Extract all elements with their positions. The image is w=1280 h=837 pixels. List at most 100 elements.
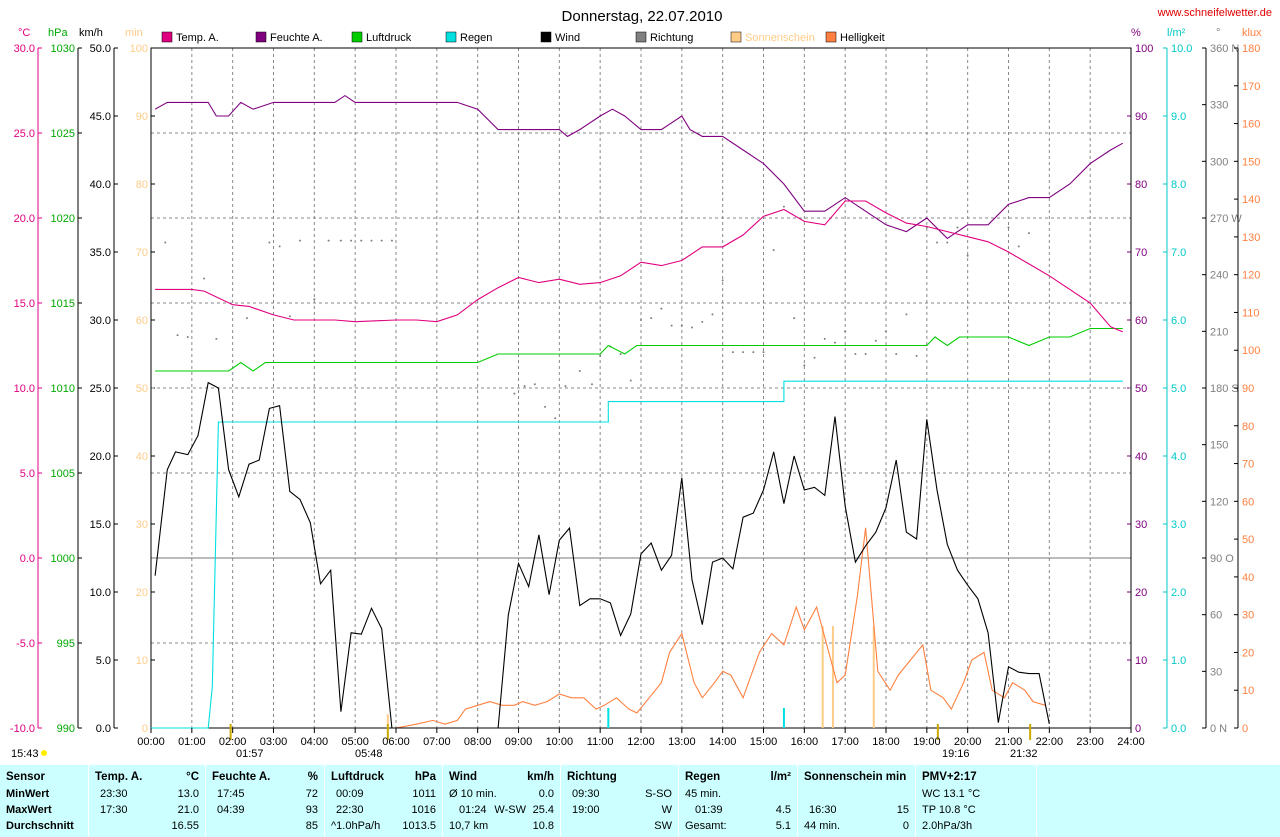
axis-tick-label: 300 [1210, 156, 1228, 168]
rain-duration: 45 min. [685, 788, 722, 800]
axis-tick-label: 9.0 [1171, 111, 1186, 123]
x-tick-label: 12:00 [627, 736, 655, 748]
hum-min-time: 17:45 [217, 788, 245, 800]
line-wind [154, 381, 1050, 729]
point-richtung [164, 241, 167, 244]
legend-label: Helligkeit [840, 32, 885, 44]
legend-swatch [255, 31, 267, 43]
axis-tick-label: 180 [1242, 43, 1260, 55]
axis-tick-label: 80 [136, 179, 148, 191]
rain-max-time: 01:39 [695, 804, 723, 816]
stats-press-header: Luftdruck [331, 771, 385, 783]
stats-max-label: MaxWert [6, 804, 52, 816]
hum-max-time: 04:39 [217, 804, 245, 816]
point-richtung [278, 245, 281, 248]
legend-swatch [730, 31, 742, 43]
stats-press-col: Luftdruck hPa 00:09 1011 22:30 1016 ^1.0hPa… [325, 765, 442, 837]
x-tick-label: 06:00 [382, 736, 410, 748]
axis-tick-label: 210 [1210, 326, 1228, 338]
point-richtung [721, 279, 724, 282]
point-richtung [599, 354, 602, 357]
temp-unit: °C [18, 27, 30, 39]
point-richtung [905, 313, 908, 316]
wind-min-label: Ø 10 min. [449, 788, 497, 800]
legend-label: Luftdruck [366, 32, 412, 44]
axis-tick-label: 150 [1210, 440, 1228, 452]
axis-tick-label: 90 [136, 111, 148, 123]
axis-tick-label: 0.0 [1171, 723, 1186, 735]
stats-pmv-header: PMV+2:17 [922, 771, 977, 783]
x-axis: 00:00 01:00 02:00 03:00 04:00 05:00 06:00 07:00… [137, 728, 1145, 748]
wind-unit: km/h [79, 27, 103, 39]
wind-max-direction: W-SW [494, 804, 526, 816]
point-richtung [380, 239, 383, 242]
axis-tick-label: 40 [1242, 572, 1254, 584]
axis-tick-label: 1005 [51, 468, 75, 480]
axis-tick-label: 30 [1242, 610, 1254, 622]
axis-tick-label: 110 [1242, 307, 1260, 319]
axis-tick-label: 10 [1135, 655, 1147, 667]
axis-tick-label: 5.0 [96, 655, 111, 667]
axis-tick-label: 120 [1210, 496, 1228, 508]
axis-tick-label: 5.0 [20, 468, 35, 480]
x-tick-label: 14:00 [709, 736, 737, 748]
pmv-windchill: WC 13.1 °C [922, 788, 981, 800]
rain-total-label: Gesamt: [685, 820, 727, 832]
axis-tick-label: 990 [57, 723, 75, 735]
point-richtung [544, 405, 547, 408]
chart-legend: Temp. A. Feuchte A. Luftdruck Regen Wind Rich… [161, 31, 885, 44]
axis-tick-label: 6.0 [1171, 315, 1186, 327]
axis-tick-label: 5.0 [1171, 383, 1186, 395]
point-richtung [245, 317, 248, 320]
axis-tick-label: 1010 [51, 383, 75, 395]
wind-min-value: 0.0 [538, 788, 554, 800]
stats-sun-col: Sonnenschein min 16:30 15 44 min. 0 [798, 765, 915, 837]
axis-tick-label: 15.0 [90, 519, 111, 531]
point-richtung [772, 249, 775, 252]
axis-tick-label: 50 [1242, 534, 1254, 546]
x-tick-label: 04:00 [301, 736, 329, 748]
press-max-value: 1016 [411, 804, 436, 816]
x-tick-label: 13:00 [668, 736, 696, 748]
point-richtung [895, 353, 898, 355]
point-richtung [742, 351, 745, 354]
site-link[interactable]: www.schneifelwetter.de [1157, 7, 1272, 19]
axis-tick-label: -5.0 [16, 638, 35, 650]
stats-dir-header: Richtung [567, 771, 617, 783]
wind-avg-value: 10.8 [532, 820, 554, 832]
stats-rain-unit: l/m² [770, 771, 791, 783]
point-richtung [701, 320, 704, 323]
point-richtung [854, 353, 857, 355]
point-richtung [813, 356, 816, 359]
point-richtung [793, 317, 796, 320]
rain-total-value: 5.1 [775, 820, 791, 832]
x-tick-label: 07:00 [423, 736, 451, 748]
temp-min-value: 13.0 [177, 788, 199, 800]
point-richtung [966, 254, 969, 257]
temp-max-time: 17:30 [100, 804, 128, 816]
axis-tick-label: 30.0 [14, 43, 35, 55]
point-richtung [268, 241, 271, 244]
stats-temp-col: Temp. A. °C 23:30 13.0 17:30 21.0 16.55 [89, 765, 205, 837]
press-min-value: 1011 [412, 788, 436, 800]
axis-tick-label: 20.0 [14, 213, 35, 225]
line-feuchte-a [154, 94, 1124, 240]
axis-tick-label: 45.0 [90, 111, 111, 123]
stats-temp-header: Temp. A. [95, 771, 143, 783]
axis-tick-label: 120 [1242, 270, 1260, 282]
stats-hum-unit: % [307, 771, 318, 783]
x-tick-label: 03:00 [260, 736, 288, 748]
axis-tick-label: 10.0 [1171, 43, 1192, 55]
axis-tick-label: 50 [136, 383, 148, 395]
stats-pmv-col: PMV+2:17 WC 13.1 °C TP 10.8 °C 2.0hPa/3h [916, 765, 1036, 837]
axis-tick-label: 2.0 [1171, 587, 1186, 599]
weather-chart: Donnerstag, 22.07.2010 www.schneifelwett… [10, 7, 1272, 760]
axis-tick-label: 0 N [1210, 723, 1227, 735]
sun-unit: min [125, 27, 143, 39]
axis-tick-label: 10 [1242, 685, 1254, 697]
axis-tick-label: 20 [136, 587, 148, 599]
axis-tick-label: 995 [57, 638, 75, 650]
sun-total: 44 min. [804, 820, 841, 832]
dir-avg-value: SW [654, 820, 672, 832]
rain-unit: l/m² [1167, 27, 1186, 39]
